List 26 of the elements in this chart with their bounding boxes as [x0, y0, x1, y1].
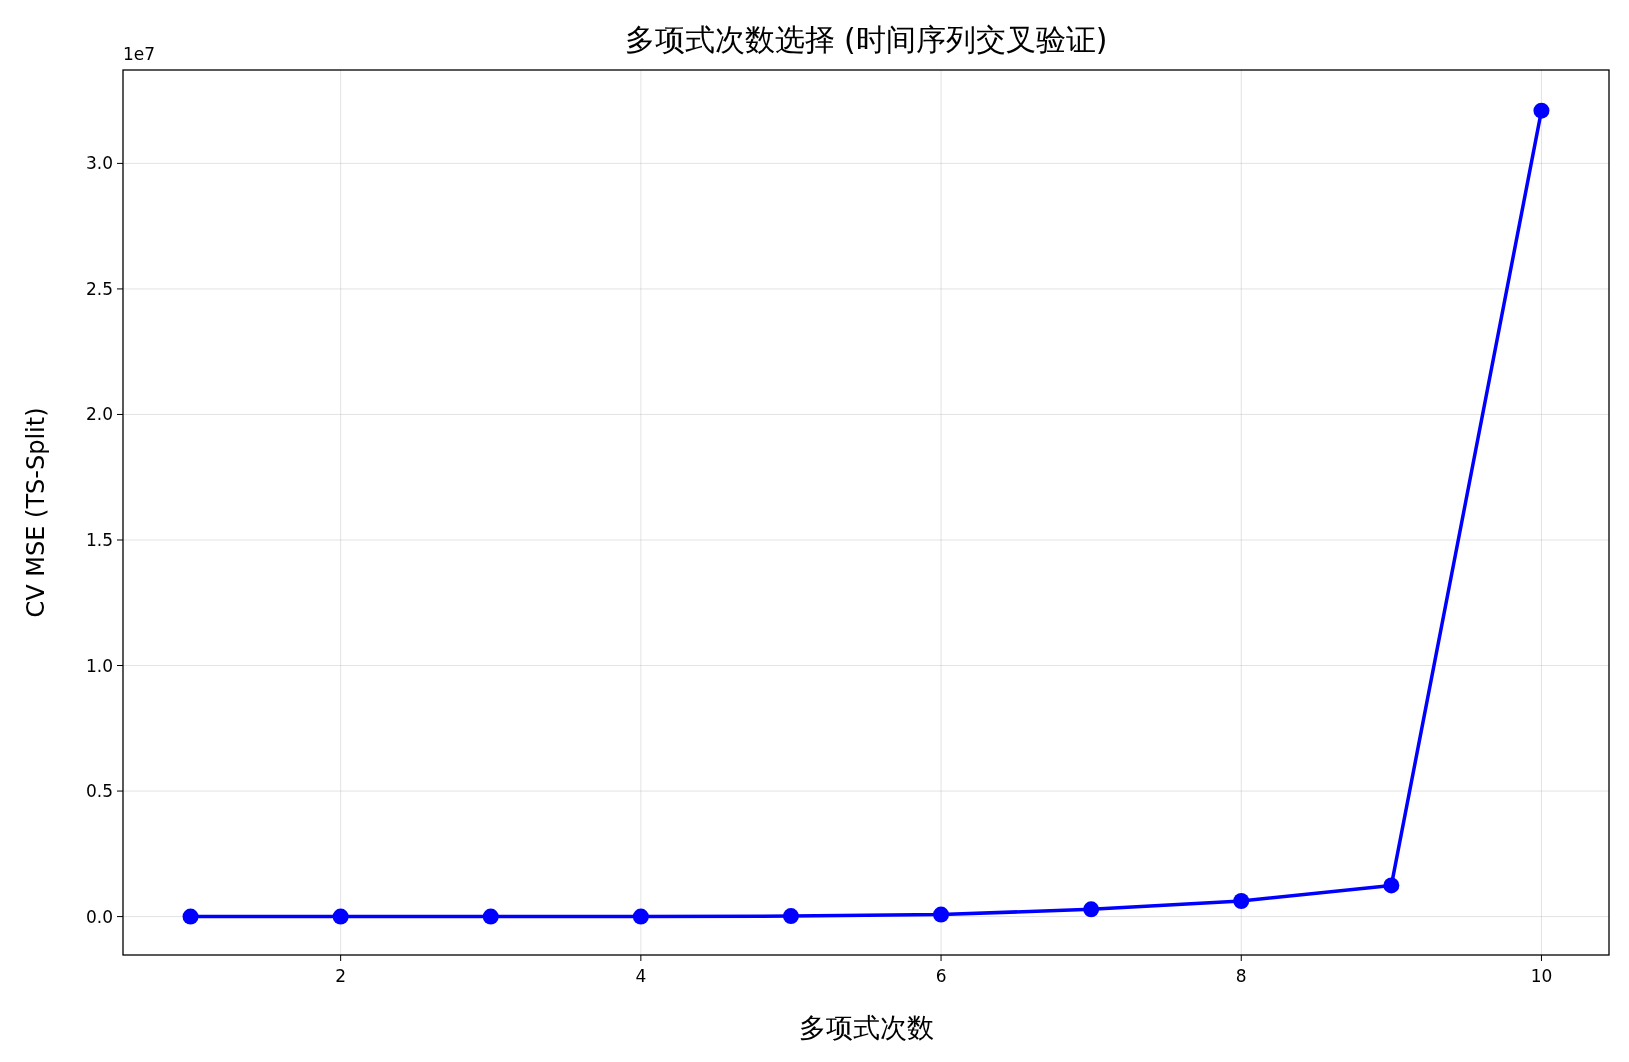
- point: [1233, 893, 1250, 910]
- x-tick-label: 4: [635, 966, 647, 986]
- x-tick-label: 2: [335, 966, 347, 986]
- point: [1083, 901, 1100, 918]
- point: [782, 908, 799, 925]
- point: [182, 908, 199, 925]
- x-tick-label: 10: [1530, 966, 1553, 986]
- y-tick-label: 1.0: [85, 655, 113, 676]
- point: [1383, 877, 1400, 894]
- x-axis-title: 多项式次数: [798, 1012, 934, 1043]
- y-axis-title: CV MSE (TS-Split): [22, 407, 50, 618]
- point: [632, 908, 649, 925]
- text: 1e7: [123, 44, 156, 64]
- y-tick-label: 1.5: [85, 529, 113, 550]
- point: [1533, 102, 1550, 119]
- point: [332, 908, 349, 925]
- y-tick-label: 3.0: [85, 153, 113, 174]
- x-tick-label: 6: [935, 966, 947, 986]
- point: [482, 908, 499, 925]
- y-tick-label: 0.0: [85, 906, 113, 927]
- y-tick-label: 2.5: [85, 278, 113, 299]
- chart-title: 多项式次数选择 (时间序列交叉验证): [624, 22, 1108, 57]
- y-tick-label: 2.0: [85, 404, 113, 425]
- x-tick-label: 8: [1235, 966, 1247, 986]
- y-tick-label: 0.5: [85, 781, 113, 802]
- point: [933, 906, 950, 923]
